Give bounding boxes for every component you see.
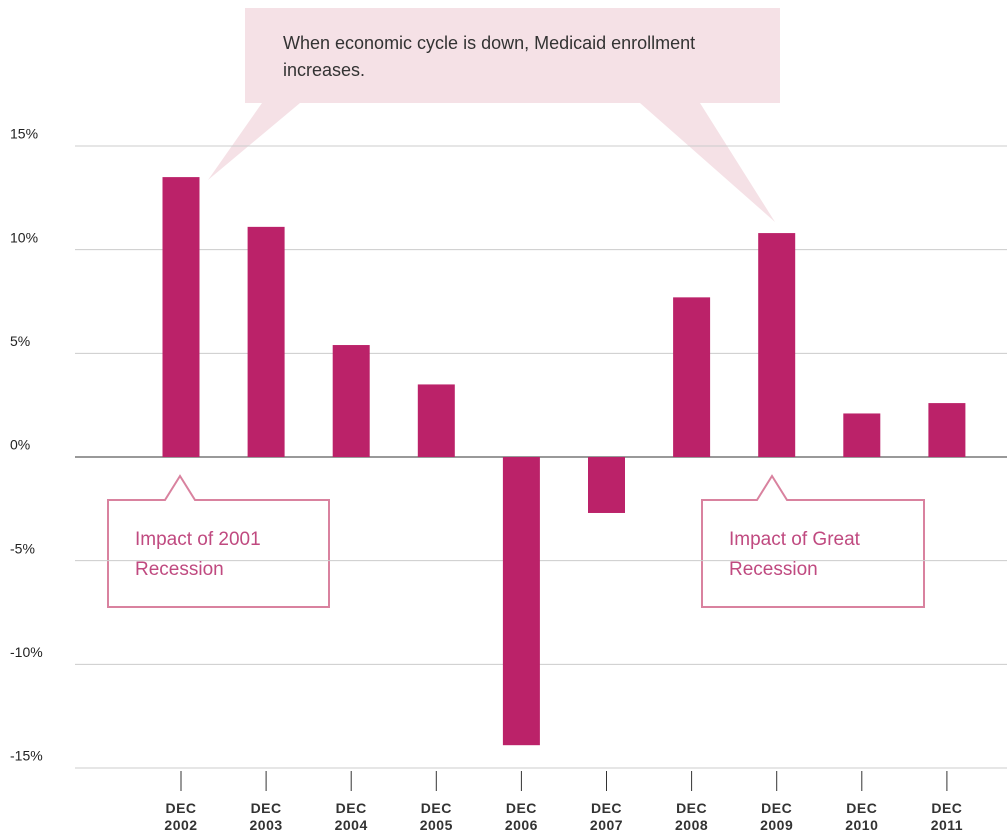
x-tick-label: DEC 2009: [760, 800, 794, 833]
bars: [162, 177, 966, 746]
bar: [417, 384, 455, 457]
y-tick-label: 0%: [10, 437, 30, 453]
x-tick-label: DEC 2008: [675, 800, 709, 833]
bar: [843, 413, 881, 457]
x-tick-label: DEC 2006: [504, 800, 538, 833]
x-tick-label: DEC 2002: [164, 800, 198, 833]
callout-box: [701, 474, 925, 608]
x-tick-label: DEC 2007: [589, 800, 624, 833]
x-tick-label: DEC 2010: [845, 800, 879, 833]
bar: [673, 297, 711, 457]
y-tick-label: 10%: [10, 229, 38, 245]
y-tick-label: -15%: [10, 748, 43, 764]
y-tick-label: -10%: [10, 644, 43, 660]
bar: [758, 233, 796, 457]
y-tick-label: -5%: [10, 540, 35, 556]
x-tick-label: DEC 2011: [930, 800, 964, 833]
bar: [332, 345, 370, 457]
annotation: Impact of 2001 Recession: [135, 529, 261, 580]
bar: [928, 403, 966, 457]
annotation: Impact of Great Recession: [729, 529, 860, 580]
bar: [162, 177, 200, 457]
callout-box: [107, 474, 330, 608]
y-tick-label: 15%: [10, 126, 38, 142]
x-tick-label: DEC 2005: [419, 800, 453, 833]
annotation: When economic cycle is down, Medicaid en…: [283, 33, 696, 80]
bar: [247, 226, 285, 457]
callout-box: [208, 8, 780, 222]
x-tick-label: DEC 2004: [334, 800, 368, 833]
y-tick-label: 5%: [10, 333, 30, 349]
bar: [502, 457, 540, 746]
bar: [588, 457, 625, 513]
x-tick-label: DEC 2003: [249, 800, 283, 833]
